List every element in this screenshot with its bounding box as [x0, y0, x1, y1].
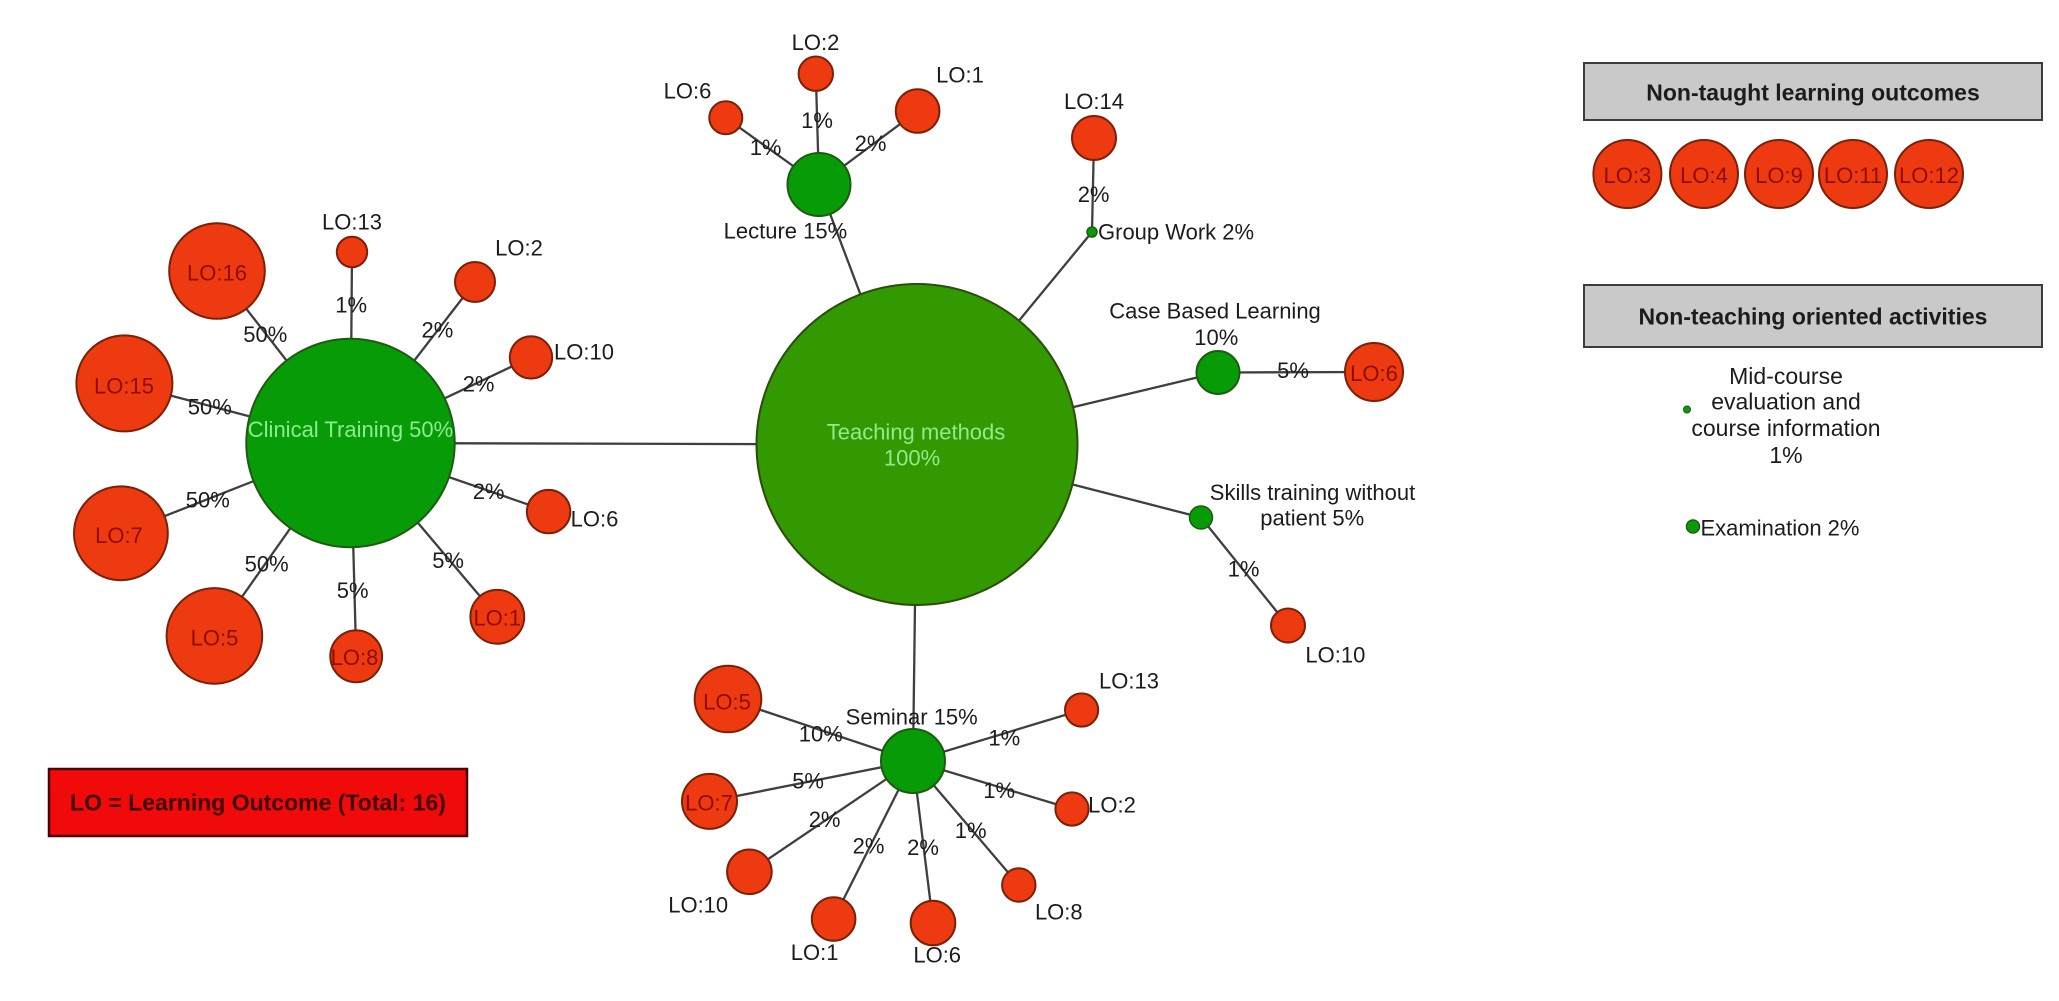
svg-text:5%: 5% — [792, 769, 824, 794]
svg-text:LO:8: LO:8 — [1035, 900, 1083, 925]
svg-text:Mid-course: Mid-course — [1729, 363, 1843, 389]
svg-text:LO:2: LO:2 — [1088, 793, 1136, 818]
svg-text:LO:10: LO:10 — [668, 892, 728, 917]
svg-text:LO:1: LO:1 — [791, 940, 839, 965]
svg-text:LO:7: LO:7 — [685, 791, 733, 816]
svg-text:1%: 1% — [983, 778, 1015, 803]
svg-text:Skills training without: Skills training without — [1210, 480, 1415, 505]
svg-text:10%: 10% — [799, 722, 843, 747]
svg-text:LO:10: LO:10 — [1305, 642, 1365, 667]
svg-text:LO:2: LO:2 — [792, 30, 840, 55]
svg-text:course information: course information — [1691, 415, 1880, 441]
svg-text:50%: 50% — [245, 552, 289, 577]
svg-text:LO:13: LO:13 — [1099, 669, 1159, 694]
svg-text:LO:1: LO:1 — [473, 606, 521, 631]
svg-text:evaluation and: evaluation and — [1711, 388, 1861, 414]
svg-text:50%: 50% — [188, 394, 232, 419]
svg-text:LO:4: LO:4 — [1680, 163, 1728, 188]
svg-text:5%: 5% — [432, 548, 464, 573]
svg-text:Seminar 15%: Seminar 15% — [846, 704, 978, 729]
svg-text:LO = Learning Outcome (Total:: LO = Learning Outcome (Total: 16) — [70, 790, 446, 816]
svg-text:2%: 2% — [809, 807, 841, 832]
svg-text:10%: 10% — [1194, 325, 1238, 350]
svg-text:LO:7: LO:7 — [95, 523, 143, 548]
svg-text:LO:14: LO:14 — [1064, 89, 1124, 114]
svg-text:LO:6: LO:6 — [1350, 361, 1398, 386]
svg-text:LO:15: LO:15 — [94, 374, 154, 399]
svg-text:1%: 1% — [335, 293, 367, 318]
svg-text:2%: 2% — [907, 835, 939, 860]
svg-text:patient 5%: patient 5% — [1260, 506, 1364, 531]
svg-text:5%: 5% — [1277, 358, 1309, 383]
svg-text:1%: 1% — [988, 726, 1020, 751]
svg-text:2%: 2% — [853, 834, 885, 859]
svg-text:LO:12: LO:12 — [1899, 163, 1959, 188]
svg-text:LO:6: LO:6 — [571, 507, 619, 532]
svg-text:LO:6: LO:6 — [913, 943, 961, 968]
svg-text:5%: 5% — [337, 578, 369, 603]
svg-text:Non-teaching oriented activiti: Non-teaching oriented activities — [1639, 304, 1988, 330]
svg-text:2%: 2% — [422, 318, 454, 343]
svg-text:50%: 50% — [243, 322, 287, 347]
svg-text:Teaching methods: Teaching methods — [827, 420, 1006, 445]
svg-text:2%: 2% — [463, 371, 495, 396]
svg-text:LO:2: LO:2 — [495, 236, 543, 261]
svg-text:1%: 1% — [750, 135, 782, 160]
svg-text:100%: 100% — [884, 446, 940, 471]
svg-text:1%: 1% — [955, 818, 987, 843]
svg-text:LO:9: LO:9 — [1755, 163, 1803, 188]
svg-text:Examination 2%: Examination 2% — [1701, 516, 1860, 541]
svg-text:LO:8: LO:8 — [331, 645, 379, 670]
svg-text:2%: 2% — [855, 131, 887, 156]
svg-text:Group Work 2%: Group Work 2% — [1098, 220, 1254, 245]
svg-text:LO:3: LO:3 — [1604, 163, 1652, 188]
svg-text:2%: 2% — [1078, 182, 1110, 207]
svg-text:LO:5: LO:5 — [703, 690, 751, 715]
svg-text:Case Based Learning: Case Based Learning — [1109, 298, 1321, 323]
svg-text:LO:10: LO:10 — [554, 340, 614, 365]
svg-text:1%: 1% — [1769, 442, 1802, 468]
svg-text:Lecture 15%: Lecture 15% — [724, 219, 848, 244]
svg-text:LO:6: LO:6 — [664, 79, 712, 104]
svg-text:LO:13: LO:13 — [322, 210, 382, 235]
svg-text:50%: 50% — [186, 488, 230, 513]
svg-text:Clinical Training 50%: Clinical Training 50% — [248, 417, 453, 442]
svg-text:LO:16: LO:16 — [187, 261, 247, 286]
svg-text:LO:11: LO:11 — [1824, 163, 1882, 188]
svg-text:1%: 1% — [801, 108, 833, 133]
svg-text:LO:1: LO:1 — [936, 63, 984, 88]
svg-text:2%: 2% — [473, 479, 505, 504]
svg-text:LO:5: LO:5 — [191, 626, 239, 651]
svg-text:1%: 1% — [1228, 557, 1260, 582]
svg-text:Non-taught learning outcomes: Non-taught learning outcomes — [1646, 80, 1980, 106]
